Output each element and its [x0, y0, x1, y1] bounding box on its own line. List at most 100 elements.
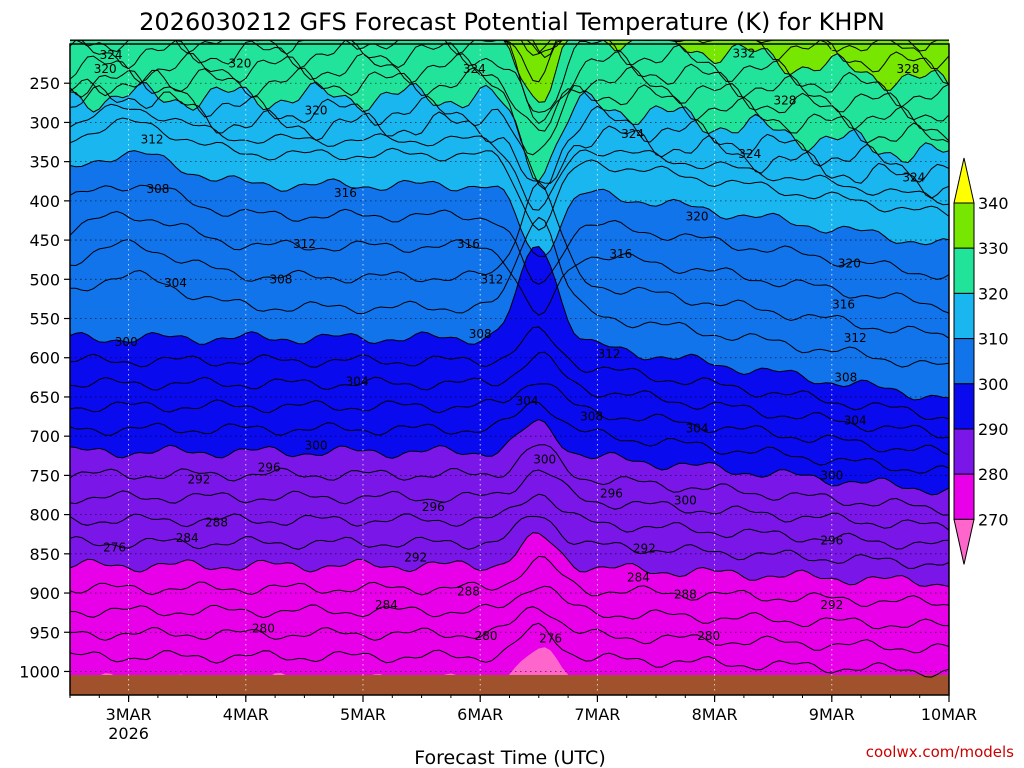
y-tick-label: 400	[29, 192, 60, 211]
contour-label: 276	[539, 632, 562, 646]
band-fill	[70, 532, 949, 695]
contour-line	[69, 532, 950, 588]
contour-line	[69, 326, 950, 420]
x-tick-label: 5MAR	[340, 705, 386, 724]
x-tick-label: 7MAR	[574, 705, 620, 724]
contour-line	[69, 419, 950, 496]
contour-line	[69, 52, 950, 142]
contour-line	[69, 585, 949, 630]
contour-label: 288	[205, 515, 228, 529]
contour-line	[69, 69, 950, 191]
contour-line	[69, 39, 950, 125]
contour-label: 292	[404, 551, 427, 565]
contour-line	[69, 150, 950, 257]
y-tick-label: 700	[29, 427, 60, 446]
colorbar: 340 330 320 310 300 290 280 270	[953, 157, 1009, 565]
contour-label: 324	[100, 48, 123, 62]
credit-link[interactable]: coolwx.com/models	[866, 743, 1014, 761]
contour-label: 296	[422, 500, 445, 514]
contour-line	[69, 210, 950, 316]
contour-label: 324	[621, 127, 644, 141]
contour-label: 304	[686, 421, 709, 435]
contour-label: 300	[305, 439, 328, 453]
colorbar-label: 270	[978, 510, 1009, 529]
contour-label: 328	[897, 62, 920, 76]
colorbar-swatch	[953, 473, 975, 520]
colorbar-swatch	[953, 202, 975, 249]
contour-label: 316	[457, 237, 480, 251]
contour-label: 308	[834, 370, 857, 384]
colorbar-swatch	[953, 383, 975, 430]
contour-label: 292	[633, 541, 656, 555]
contour-label: 288	[457, 584, 480, 598]
contour-label: 316	[832, 297, 855, 311]
contour-line	[69, 469, 950, 531]
contour-line	[69, 181, 950, 339]
y-axis: 250 300 350 400 450 500 550 600 650 700 750 800 850 9…	[19, 74, 70, 681]
contour-label: 280	[252, 621, 275, 635]
x-tick-label: 9MAR	[809, 705, 855, 724]
colorbar-swatch	[953, 247, 975, 294]
x-tick-label: 6MAR	[457, 705, 503, 724]
colorbar-label: 300	[978, 375, 1009, 394]
terrain-surface	[70, 675, 949, 695]
contour-label: 300	[820, 468, 843, 482]
contour-label: 300	[533, 453, 556, 467]
contour-label: 324	[738, 147, 761, 161]
contour-label: 320	[838, 257, 861, 271]
contour-line	[69, 383, 950, 456]
contour-label: 308	[580, 410, 603, 424]
contour-label: 308	[270, 272, 293, 286]
colorbar-swatch	[953, 338, 975, 385]
y-tick-label: 1000	[19, 662, 60, 681]
contour-line	[70, 216, 950, 368]
contour-label: 292	[820, 598, 843, 612]
colorbar-label: 330	[978, 239, 1009, 258]
contour-label: 300	[115, 335, 138, 349]
y-tick-label: 350	[29, 153, 60, 172]
contour-label: 296	[820, 533, 843, 547]
contour-line	[69, 351, 950, 439]
y-tick-label: 500	[29, 270, 60, 289]
contour-label: 312	[598, 347, 621, 361]
contour-label: 292	[187, 472, 210, 486]
contour-label: 284	[176, 531, 199, 545]
contour-label: 312	[844, 331, 867, 345]
isentrope-contours	[69, 39, 950, 678]
colorbar-label: 320	[978, 284, 1009, 303]
colorbar-swatch	[953, 428, 975, 475]
contour-label: 308	[146, 182, 169, 196]
contour-line	[69, 493, 950, 550]
contour-label: 280	[697, 629, 720, 643]
x-tick-label: 10MAR	[921, 705, 977, 724]
y-tick-label: 650	[29, 388, 60, 407]
contour-label: 284	[375, 598, 398, 612]
y-tick-label: 550	[29, 310, 60, 329]
y-tick-label: 950	[29, 623, 60, 642]
contour-line	[69, 103, 950, 211]
x-tick-label: 8MAR	[692, 705, 738, 724]
x-tick-sublabel: 2026	[108, 724, 149, 743]
contour-label: 320	[305, 104, 328, 118]
contour-label: 324	[902, 170, 925, 184]
contour-line	[69, 85, 950, 199]
y-tick-label: 850	[29, 545, 60, 564]
colorbar-label: 310	[978, 330, 1009, 349]
contour-line	[69, 444, 950, 516]
contour-line	[70, 606, 950, 654]
contour-label: 316	[334, 186, 357, 200]
contour-label: 312	[293, 237, 316, 251]
contour-line	[69, 66, 950, 156]
contour-line	[69, 245, 950, 401]
contour-line	[69, 184, 950, 285]
y-tick-label: 450	[29, 231, 60, 250]
contour-line	[69, 622, 950, 678]
contour-label: 308	[469, 327, 492, 341]
x-tick-label: 3MAR	[106, 705, 152, 724]
chart-title: 2026030212 GFS Forecast Potential Temper…	[139, 8, 885, 36]
colorbar-swatch	[953, 292, 975, 340]
